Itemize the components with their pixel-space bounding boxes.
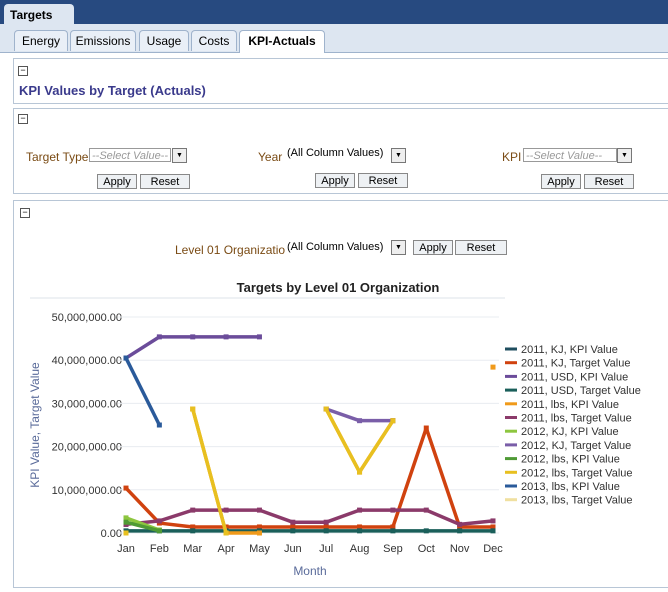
data-point [124,531,129,536]
legend-label: 2011, lbs, KPI Value [521,399,619,411]
legend-label: 2012, KJ, Target Value [521,440,631,452]
x-tick-label: Aug [350,543,370,555]
legend-label: 2012, KJ, KPI Value [521,426,619,438]
y-tick-label: 40,000,000.00 [52,355,122,367]
chart-title: Targets by Level 01 Organization [237,280,440,295]
legend-label: 2012, lbs, Target Value [521,467,633,479]
data-point [224,508,229,513]
data-point [224,531,229,536]
legend-label: 2011, USD, Target Value [521,385,641,397]
legend-label: 2013, lbs, Target Value [521,495,633,507]
legend-label: 2011, KJ, KPI Value [521,344,618,356]
data-point [257,531,262,536]
data-point [424,426,429,431]
data-point [491,365,496,370]
legend-label: 2011, KJ, Target Value [521,358,630,370]
x-tick-label: Apr [218,543,235,555]
y-tick-label: 30,000,000.00 [52,398,122,410]
data-point [124,356,129,361]
data-point [491,518,496,523]
x-tick-label: Jan [117,543,135,555]
data-point [190,407,195,412]
series-line [126,510,493,524]
y-tick-label: 50,000,000.00 [52,312,122,324]
series-line [126,337,259,358]
data-point [357,418,362,423]
x-tick-label: Oct [418,543,435,555]
y-axis-label: KPI Value, Target Value [28,362,42,488]
data-point [124,486,129,491]
data-point [257,508,262,513]
legend-label: 2011, USD, KPI Value [521,371,628,383]
series-line [193,367,493,533]
data-point [157,423,162,428]
legend-label: 2013, lbs, KPI Value [521,481,620,493]
y-tick-label: 0.00 [101,528,122,540]
data-point [290,528,295,533]
x-tick-label: Feb [150,543,169,555]
x-tick-label: Dec [483,543,503,555]
x-axis-label: Month [293,564,326,578]
data-point [324,528,329,533]
data-point [157,334,162,339]
x-tick-label: Mar [183,543,202,555]
data-point [357,470,362,475]
data-point [424,528,429,533]
x-tick-label: Jun [284,543,302,555]
data-point [190,528,195,533]
data-point [491,528,496,533]
x-tick-label: Jul [319,543,333,555]
data-point [457,528,462,533]
data-point [357,528,362,533]
data-point [157,518,162,523]
data-point [357,508,362,513]
data-point [424,508,429,513]
x-tick-label: Sep [383,543,403,555]
data-point [324,520,329,525]
data-point [224,334,229,339]
data-point [157,528,162,533]
data-point [390,508,395,513]
legend-label: 2012, lbs, KPI Value [521,454,620,466]
data-point [324,407,329,412]
data-point [190,508,195,513]
data-point [124,520,129,525]
data-point [124,515,129,520]
series-line [126,358,159,425]
data-point [257,334,262,339]
legend-label: 2011, lbs, Target Value [521,413,632,425]
x-tick-label: Nov [450,543,470,555]
data-point [190,334,195,339]
data-point [390,418,395,423]
data-point [290,520,295,525]
y-tick-label: 10,000,000.00 [52,485,122,497]
x-tick-label: May [249,543,270,555]
series-line [193,409,393,533]
data-point [457,522,462,527]
data-point [390,528,395,533]
y-tick-label: 20,000,000.00 [52,442,122,454]
